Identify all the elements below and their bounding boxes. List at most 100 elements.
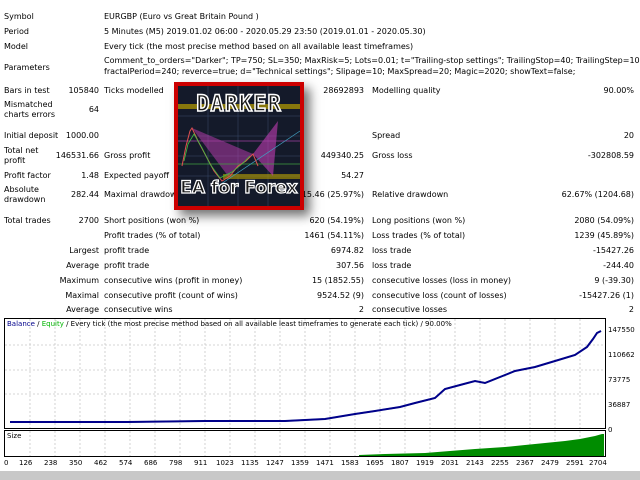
gross-loss-value: -302808.59 [587, 151, 634, 160]
ticks-label: Ticks modelled [104, 86, 164, 95]
darker-logo: DARKER EA for Forex [174, 82, 304, 210]
model-label: Model [4, 42, 29, 51]
net-profit-label-1: Total net [4, 146, 39, 155]
average-profit-label: profit trade [104, 261, 150, 270]
largest-profit-label: profit trade [104, 246, 150, 255]
short-positions-value: 620 (54.19%) [309, 216, 364, 225]
y-tick-0: 0 [608, 426, 613, 434]
average-loss-label: loss trade [372, 261, 412, 270]
expected-payoff-label: Expected payoff [104, 171, 169, 180]
maximal-prefix: Maximal [65, 291, 99, 300]
net-profit-label-2: profit [4, 156, 26, 165]
x-tick: 1359 [291, 459, 309, 467]
rel-drawdown-label: Relative drawdown [372, 190, 449, 199]
x-tick: 1023 [216, 459, 234, 467]
x-tick: 1695 [366, 459, 384, 467]
long-positions-label: Long positions (won %) [372, 216, 466, 225]
mismatched-value: 64 [88, 105, 99, 114]
x-tick: 2367 [516, 459, 534, 467]
average-prefix: Average [66, 261, 99, 270]
total-trades-label: Total trades [4, 216, 51, 225]
chart-legend: Balance / Equity / Every tick (the most … [7, 320, 452, 328]
maximal-loss-value: -15427.26 (1) [579, 291, 634, 300]
profit-factor-label: Profit factor [4, 171, 51, 180]
x-tick: 2591 [566, 459, 584, 467]
average-loss-value: -244.40 [603, 261, 634, 270]
abs-drawdown-value: 282.44 [71, 190, 99, 199]
logo-title: DARKER [196, 91, 282, 118]
symbol-value: EURGBP (Euro vs Great Britain Pound ) [104, 12, 259, 21]
gross-loss-label: Gross loss [372, 151, 413, 160]
y-tick-110662: 110662 [608, 351, 635, 359]
legend-description: / Every tick (the most precise method ba… [63, 320, 452, 328]
max-consec-losses-label: consecutive losses (loss in money) [372, 276, 512, 285]
period-label: Period [4, 27, 29, 36]
quality-label: Modelling quality [372, 86, 441, 95]
short-positions-label: Short positions (won %) [104, 216, 200, 225]
parameters-line1: Comment_to_orders="Darker"; TP=750; SL=3… [104, 56, 640, 65]
legend-balance: Balance [7, 320, 35, 328]
loss-trades-value: 1239 (45.89%) [574, 231, 634, 240]
x-tick: 1583 [341, 459, 359, 467]
x-tick: 574 [119, 459, 133, 467]
legend-equity: Equity [41, 320, 64, 328]
expected-payoff-value: 54.27 [341, 171, 364, 180]
x-tick: 462 [94, 459, 108, 467]
rel-drawdown-value: 62.67% (1204.68) [561, 190, 634, 199]
maximum-prefix: Maximum [59, 276, 99, 285]
model-value: Every tick (the most precise method base… [104, 42, 414, 51]
average-consec-wins-value: 2 [358, 305, 364, 314]
logo-subtitle: EA for Forex [180, 177, 299, 198]
profit-factor-value: 1.48 [81, 171, 99, 180]
maximal-loss-label: consecutive loss (count of losses) [372, 291, 507, 300]
largest-loss-label: loss trade [372, 246, 412, 255]
average-consec-prefix: Average [66, 305, 99, 314]
parameters-label: Parameters [4, 63, 50, 72]
net-profit-value: 146531.66 [55, 151, 99, 160]
y-tick-147550: 147550 [608, 326, 635, 334]
y-tick-36887: 36887 [608, 401, 631, 409]
y-tick-73775: 73775 [608, 376, 631, 384]
mismatched-label-1: Mismatched [4, 100, 53, 109]
x-tick: 2479 [541, 459, 559, 467]
max-consec-losses-value: 9 (-39.30) [594, 276, 634, 285]
max-consec-wins-label: consecutive wins (profit in money) [104, 276, 243, 285]
average-profit-value: 307.56 [336, 261, 364, 270]
abs-drawdown-label-2: drawdown [4, 195, 46, 204]
largest-prefix: Largest [69, 246, 99, 255]
size-chart: Size [4, 430, 606, 457]
max-drawdown-label: Maximal drawdown [104, 190, 182, 199]
size-chart-plot [29, 431, 604, 456]
x-tick: 798 [169, 459, 183, 467]
x-tick: 1247 [266, 459, 284, 467]
average-consec-wins-label: consecutive wins [104, 305, 173, 314]
x-tick: 1471 [316, 459, 334, 467]
gross-profit-label: Gross profit [104, 151, 151, 160]
spread-label: Spread [372, 131, 401, 140]
x-tick: 686 [144, 459, 158, 467]
largest-profit-value: 6974.82 [330, 246, 364, 255]
average-consec-losses-label: consecutive losses [372, 305, 448, 314]
results-table-header [0, 471, 640, 480]
deposit-value: 1000.00 [65, 131, 99, 140]
x-tick: 126 [19, 459, 33, 467]
ticks-value: 28692893 [323, 86, 364, 95]
quality-value: 90.00% [603, 86, 634, 95]
x-tick: 2143 [466, 459, 484, 467]
deposit-label: Initial deposit [4, 131, 59, 140]
loss-trades-label: Loss trades (% of total) [372, 231, 466, 240]
period-value: 5 Minutes (M5) 2019.01.02 06:00 - 2020.0… [104, 27, 426, 36]
bars-value: 105840 [68, 86, 99, 95]
profit-trades-value: 1461 (54.11%) [304, 231, 364, 240]
profit-trades-label: Profit trades (% of total) [104, 231, 201, 240]
spread-value: 20 [623, 131, 634, 140]
parameters-line2: fractalPeriod=240; reverce=true; d="Tech… [104, 67, 576, 76]
balance-chart-plot [5, 319, 605, 428]
maximal-profit-label: consecutive profit (count of wins) [104, 291, 238, 300]
balance-chart: Balance / Equity / Every tick (the most … [4, 318, 606, 429]
x-tick: 2255 [491, 459, 509, 467]
x-tick: 1807 [391, 459, 409, 467]
total-trades-value: 2700 [78, 216, 99, 225]
legend-separator: / [34, 320, 42, 328]
x-tick: 0 [4, 459, 9, 467]
